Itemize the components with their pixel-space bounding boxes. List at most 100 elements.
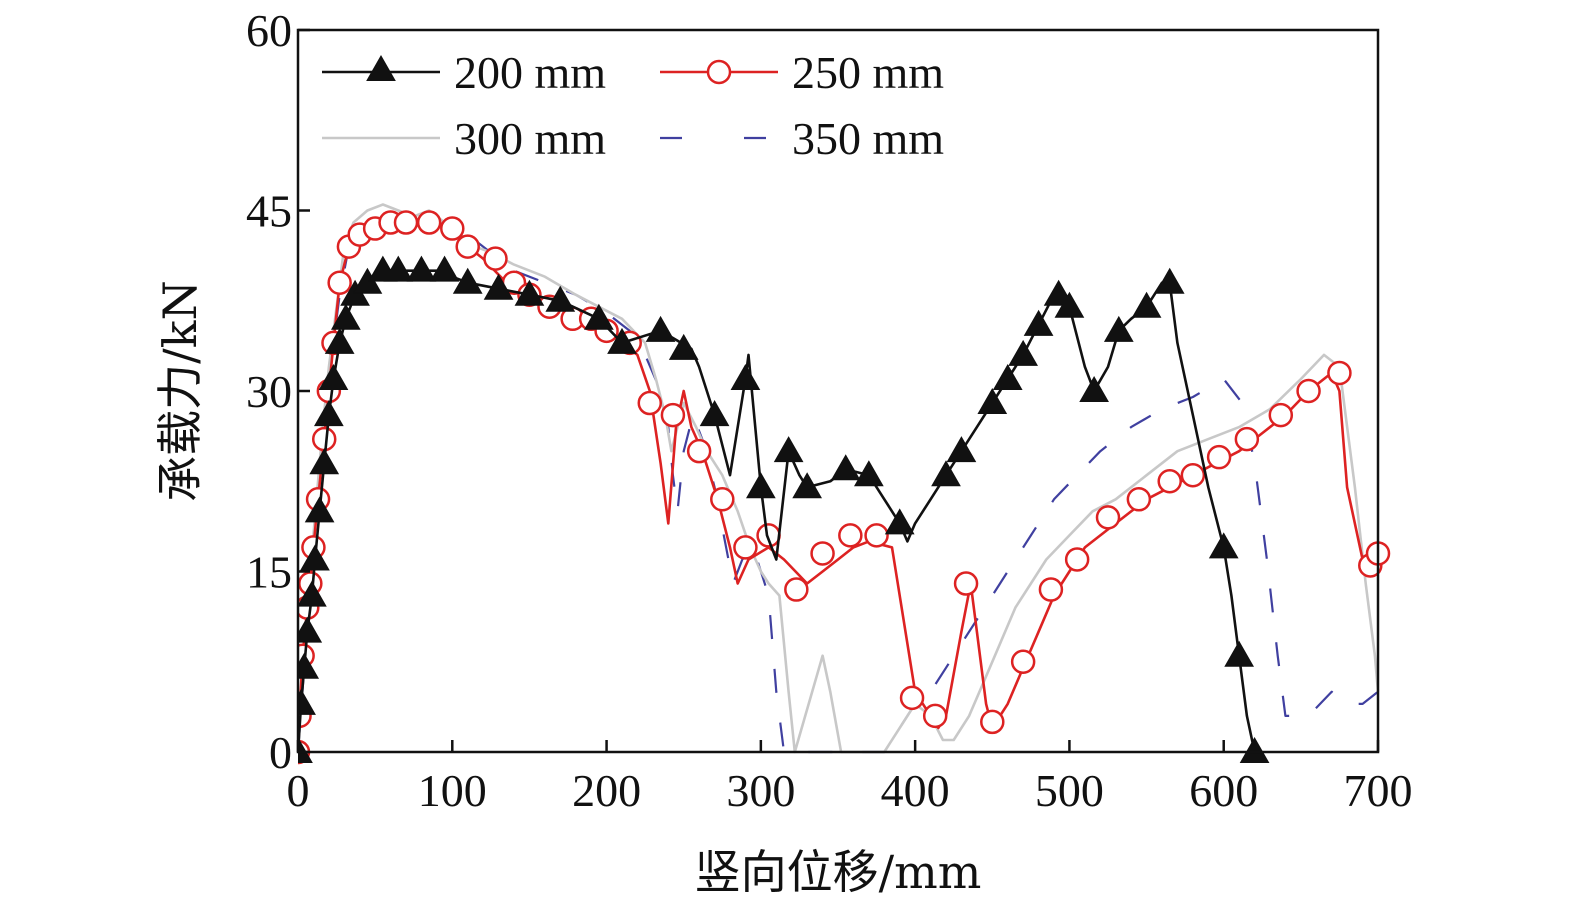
data-point xyxy=(931,460,961,487)
data-point xyxy=(1268,402,1294,428)
data-point xyxy=(733,535,758,560)
data-point xyxy=(1023,309,1054,336)
x-tick-label: 700 xyxy=(1344,765,1413,816)
data-point xyxy=(1054,291,1085,318)
y-tick-label: 0 xyxy=(269,727,292,778)
series-350-mm xyxy=(298,221,1379,754)
data-point xyxy=(1239,736,1270,763)
data-point xyxy=(1157,469,1182,494)
x-tick-label: 200 xyxy=(572,765,641,816)
legend-label: 300 mm xyxy=(454,113,606,164)
tick-layer: 0 100 200 300 400 500 600 700 0 15 30 45 60 xyxy=(246,5,1413,816)
data-point xyxy=(864,523,889,548)
data-point xyxy=(838,523,863,548)
data-point xyxy=(1103,315,1134,342)
data-point xyxy=(810,541,835,566)
data-point xyxy=(483,246,508,271)
data-point xyxy=(637,390,663,416)
legend-item: 250 mm xyxy=(660,47,944,98)
data-point xyxy=(313,400,344,427)
data-point xyxy=(483,273,514,300)
data-point xyxy=(1095,505,1121,530)
y-axis-label: 承载力/kN xyxy=(153,280,207,502)
legend-marker xyxy=(706,59,732,85)
data-point xyxy=(1126,487,1152,512)
data-point xyxy=(298,580,327,607)
data-point xyxy=(980,709,1005,735)
data-point xyxy=(298,688,316,715)
data-point xyxy=(992,363,1023,390)
data-point xyxy=(1206,444,1232,470)
data-point xyxy=(977,388,1008,415)
data-point xyxy=(440,216,465,241)
data-point xyxy=(416,210,442,235)
data-point xyxy=(327,270,352,295)
legend-label: 250 mm xyxy=(792,47,944,98)
data-point xyxy=(514,279,545,306)
data-point xyxy=(1327,360,1352,386)
series-line xyxy=(298,221,1379,754)
data-point xyxy=(756,523,781,548)
series-250-mm xyxy=(298,210,1391,765)
data-point xyxy=(298,616,323,643)
data-point xyxy=(583,303,614,330)
data-point xyxy=(393,210,419,235)
data-point xyxy=(792,472,823,499)
x-tick-label: 300 xyxy=(726,765,795,816)
data-point xyxy=(946,436,977,463)
data-point xyxy=(545,285,576,312)
y-tick-label: 45 xyxy=(246,186,292,237)
data-point xyxy=(452,267,483,294)
data-point xyxy=(383,255,414,282)
data-point xyxy=(1208,532,1239,559)
data-point xyxy=(699,400,730,427)
data-point xyxy=(830,454,861,481)
x-tick-label: 600 xyxy=(1189,765,1258,816)
series-layer xyxy=(298,203,1391,765)
data-point xyxy=(304,496,335,523)
data-point xyxy=(645,315,676,342)
data-point xyxy=(1131,291,1162,318)
x-axis-label: 竖向位移/mm xyxy=(695,845,982,899)
data-point xyxy=(953,571,979,596)
data-point xyxy=(300,544,330,571)
data-point xyxy=(1010,649,1036,674)
legend-item: 200 mm xyxy=(322,47,606,98)
x-tick-label: 400 xyxy=(881,765,950,816)
data-point xyxy=(1296,378,1321,404)
x-tick-label: 0 xyxy=(287,765,310,816)
data-point xyxy=(311,426,337,452)
x-tick-label: 500 xyxy=(1035,765,1104,816)
data-point xyxy=(324,327,355,354)
legend-item: 300 mm xyxy=(322,113,606,164)
data-point xyxy=(607,327,637,354)
data-point xyxy=(660,402,686,428)
data-point xyxy=(773,436,804,463)
legend-label: 200 mm xyxy=(454,47,606,98)
data-point xyxy=(298,652,320,679)
data-point xyxy=(1224,640,1255,667)
data-point xyxy=(318,363,349,390)
data-point xyxy=(730,363,761,390)
legend: 200 mm 250 mm 300 mm 350 mm xyxy=(322,47,944,164)
y-tick-label: 30 xyxy=(246,366,292,417)
data-point xyxy=(298,736,313,763)
data-point xyxy=(1038,577,1064,602)
data-point xyxy=(1234,426,1260,452)
data-point xyxy=(922,703,948,729)
legend-item: 350 mm xyxy=(660,113,944,164)
y-tick-label: 15 xyxy=(246,547,292,598)
data-point xyxy=(853,460,884,487)
data-point xyxy=(1154,267,1185,294)
data-point xyxy=(884,508,915,535)
data-point xyxy=(1008,339,1039,366)
series-line xyxy=(298,221,1378,753)
data-point xyxy=(686,438,712,464)
data-point xyxy=(745,472,776,499)
data-point xyxy=(406,255,437,282)
data-point xyxy=(429,255,460,282)
data-point xyxy=(1180,462,1206,488)
data-point xyxy=(455,234,480,259)
data-point xyxy=(784,577,809,602)
